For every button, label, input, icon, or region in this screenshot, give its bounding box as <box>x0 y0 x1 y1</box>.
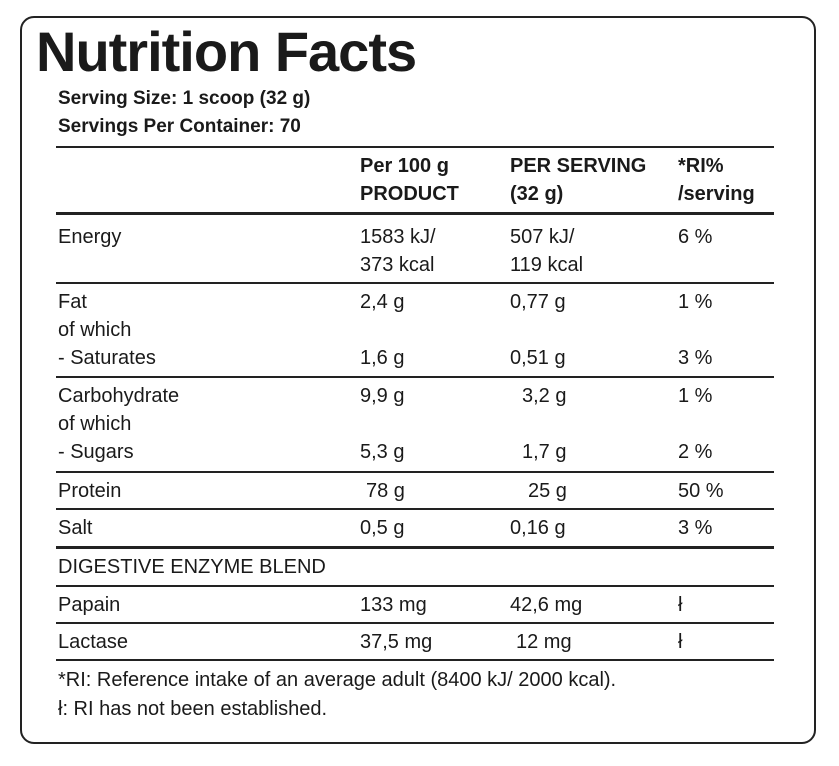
carb-label: Carbohydrate <box>58 385 180 407</box>
row-rule <box>56 622 774 624</box>
col-header-per100: Per 100 g <box>360 155 449 177</box>
energy-serving-kcal: 119 kcal <box>510 254 584 276</box>
col-header-per100-sub: PRODUCT <box>360 183 459 205</box>
salt-ri: 3 % <box>678 517 713 539</box>
carb-serving: 3,2 g <box>522 385 567 407</box>
fat-label: Fat <box>58 291 87 313</box>
page-title: Nutrition Facts <box>36 20 417 83</box>
sugars-ri: 2 % <box>678 441 713 463</box>
lactase-ri: ł <box>678 631 683 653</box>
enzyme-blend-header: DIGESTIVE ENZYME BLEND <box>58 556 326 578</box>
energy-label: Energy <box>58 226 122 248</box>
serving-size: Serving Size: 1 scoop (32 g) <box>58 88 311 109</box>
energy-per100-kj: 1583 kJ/ <box>360 226 436 248</box>
footnote-ri: *RI: Reference intake of an average adul… <box>58 669 617 691</box>
fat-of-which: of which <box>58 319 132 341</box>
saturates-serving: 0,51 g <box>510 347 566 369</box>
carb-per100: 9,9 g <box>360 385 405 407</box>
energy-serving-kj: 507 kJ/ <box>510 226 575 248</box>
saturates-per100: 1,6 g <box>360 347 405 369</box>
col-header-serving-sub: (32 g) <box>510 183 564 205</box>
protein-ri: 50 % <box>678 480 724 502</box>
protein-per100: 78 g <box>366 480 405 502</box>
sugars-per100: 5,3 g <box>360 441 405 463</box>
papain-per100: 133 mg <box>360 594 427 616</box>
carb-of-which: of which <box>58 413 132 435</box>
lactase-label: Lactase <box>58 631 129 653</box>
lactase-serving: 12 mg <box>516 631 572 653</box>
row-rule <box>56 471 774 473</box>
salt-per100: 0,5 g <box>360 517 405 539</box>
col-header-serving: PER SERVING <box>510 155 647 177</box>
sugars-label: - Sugars <box>58 441 134 463</box>
fat-per100: 2,4 g <box>360 291 405 313</box>
saturates-label: - Saturates <box>58 347 156 369</box>
col-header-ri: *RI% <box>678 155 724 177</box>
sugars-serving: 1,7 g <box>522 441 567 463</box>
protein-label: Protein <box>58 480 122 502</box>
papain-label: Papain <box>58 594 121 616</box>
row-rule <box>56 508 774 510</box>
table-top-rule <box>56 212 774 215</box>
energy-per100-kcal: 373 kcal <box>360 254 435 276</box>
energy-ri: 6 % <box>678 226 713 248</box>
salt-label: Salt <box>58 517 93 539</box>
col-header-ri-sub: /serving <box>678 183 755 205</box>
carb-ri: 1 % <box>678 385 713 407</box>
saturates-ri: 3 % <box>678 347 713 369</box>
section-rule <box>56 546 774 549</box>
row-rule <box>56 282 774 284</box>
salt-serving: 0,16 g <box>510 517 566 539</box>
table-bottom-rule <box>56 659 774 661</box>
row-rule <box>56 376 774 378</box>
header-rule <box>56 146 774 148</box>
papain-serving: 42,6 mg <box>510 594 583 616</box>
row-rule <box>56 585 774 587</box>
servings-per-container: Servings Per Container: 70 <box>58 116 301 137</box>
lactase-per100: 37,5 mg <box>360 631 433 653</box>
fat-serving: 0,77 g <box>510 291 566 313</box>
protein-serving: 25 g <box>528 480 567 502</box>
fat-ri: 1 % <box>678 291 713 313</box>
footnote-not-established: ł: RI has not been established. <box>58 698 328 720</box>
papain-ri: ł <box>678 594 683 616</box>
